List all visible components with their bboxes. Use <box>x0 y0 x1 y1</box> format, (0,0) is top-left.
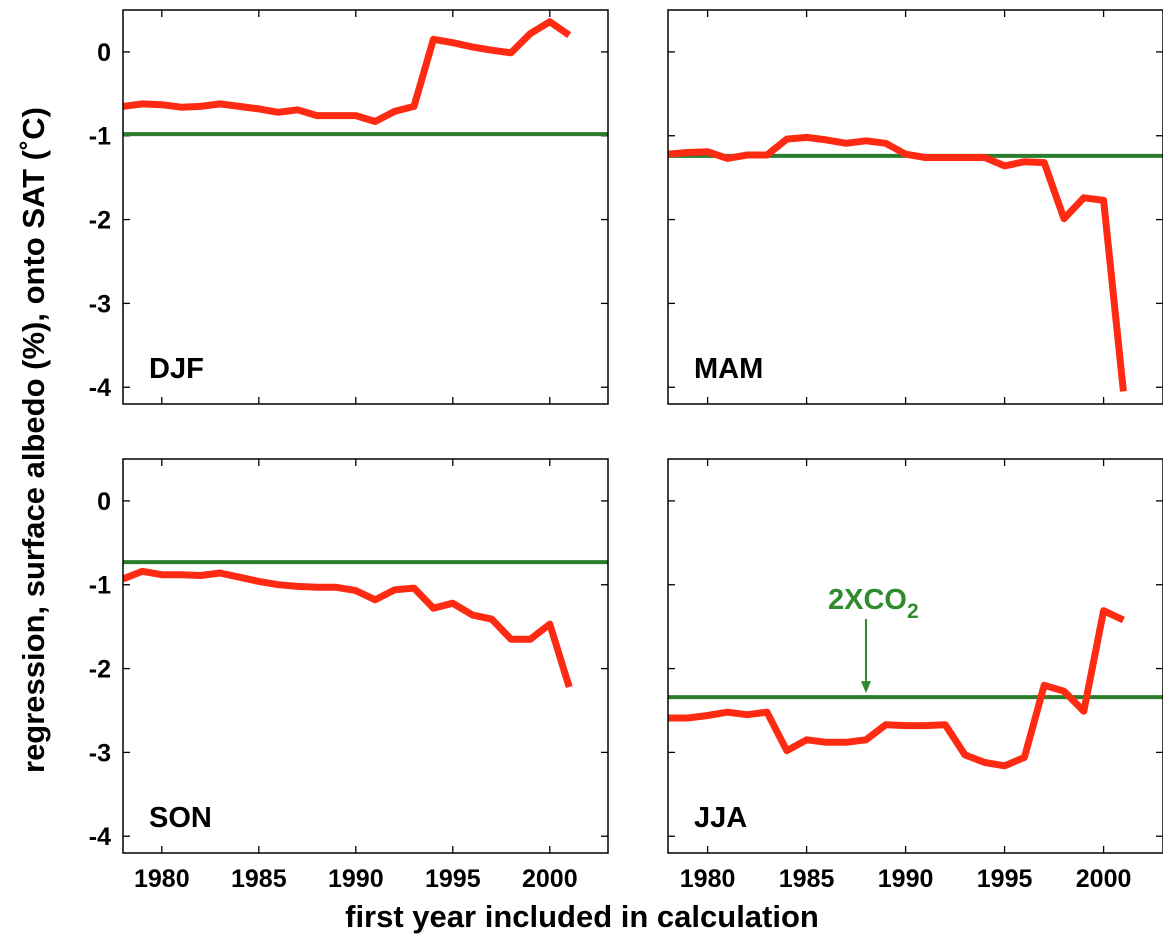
annotation-label: 2XCO2 <box>828 584 919 623</box>
panel-jja: 1980 1985 1990 1995 2000 JJA 2XCO2 <box>667 458 1163 893</box>
y-tick-label: -1 <box>89 123 111 151</box>
y-tick-label: -3 <box>89 739 111 767</box>
x-tick-label: 1980 <box>134 865 190 893</box>
series-line <box>668 133 1127 392</box>
y-tick-label: -2 <box>89 656 111 684</box>
x-tick-label: 1980 <box>680 865 736 893</box>
plot-frame <box>122 9 609 405</box>
panel-mam: MAM <box>667 9 1163 405</box>
panels: 0 -1 -2 -3 -4 DJF MAM 1980 1985 1990 1995 2000 0 -1 -2… <box>89 9 1163 893</box>
panel-label: MAM <box>694 353 763 385</box>
x-tick-label: 1985 <box>779 865 835 893</box>
y-tick-label: 0 <box>97 39 111 67</box>
y-tick-label: 0 <box>97 488 111 516</box>
x-tick-label: 1995 <box>977 865 1033 893</box>
annotation-arrow-head <box>861 681 871 694</box>
x-tick-label: 1995 <box>425 865 481 893</box>
y-tick-label: -2 <box>89 207 111 235</box>
x-axis-title: first year included in calculation <box>345 899 819 934</box>
panel-label: JJA <box>694 802 747 834</box>
plot-frame <box>122 458 609 854</box>
x-tick-label: 2000 <box>522 865 578 893</box>
series-line <box>123 567 573 689</box>
panel-djf: 0 -1 -2 -3 -4 DJF <box>89 9 609 405</box>
plot-frame <box>667 9 1163 405</box>
panel-son: 1980 1985 1990 1995 2000 0 -1 -2 -3 -4 SON <box>89 458 609 893</box>
series-line <box>123 18 572 125</box>
x-tick-label: 1985 <box>231 865 287 893</box>
panel-label: SON <box>149 802 212 834</box>
y-tick-label: -3 <box>89 290 111 318</box>
y-axis-title: regression, surface albedo (%), onto SAT… <box>16 107 51 773</box>
plot-frame <box>667 458 1163 854</box>
series-line <box>668 607 1125 770</box>
y-tick-label: -1 <box>89 572 111 600</box>
x-tick-label: 2000 <box>1076 865 1132 893</box>
x-tick-label: 1990 <box>878 865 934 893</box>
panel-label: DJF <box>149 353 204 385</box>
y-tick-label: -4 <box>89 823 111 851</box>
x-tick-label: 1990 <box>328 865 384 893</box>
y-tick-label: -4 <box>89 374 111 402</box>
